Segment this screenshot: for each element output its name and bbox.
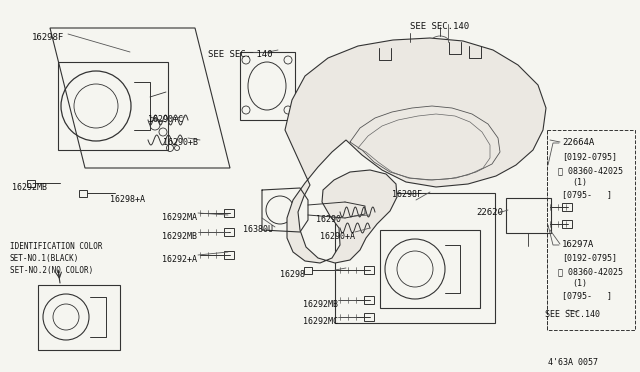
Polygon shape [285,38,546,263]
Text: [0192-0795]: [0192-0795] [562,253,617,262]
Text: 16298F: 16298F [392,190,422,199]
Bar [562,203,572,211]
Text: 16298+A: 16298+A [110,195,145,204]
Bar [335,193,495,323]
Text: 16292+A: 16292+A [162,255,197,264]
Text: 16292MC: 16292MC [303,317,338,326]
Text: 22620: 22620 [476,208,503,217]
Text: 16290: 16290 [316,215,341,224]
Text: 22664A: 22664A [562,138,595,147]
Bar [380,230,480,308]
Text: Ⓢ 08360-42025: Ⓢ 08360-42025 [558,267,623,276]
Text: SET-NO.1(BLACK): SET-NO.1(BLACK) [10,254,79,263]
Bar [224,209,234,217]
Text: 16298: 16298 [280,270,305,279]
Bar [304,266,312,273]
Text: 16297A: 16297A [562,240,595,249]
Text: 16380U: 16380U [243,225,273,234]
Text: (1): (1) [572,279,587,288]
Bar [547,130,635,330]
Text: SEE SEC.140: SEE SEC.140 [545,310,600,319]
Text: 16290+C: 16290+C [148,115,183,124]
Bar [79,189,87,196]
Text: (1): (1) [572,178,587,187]
Text: [0795-   ]: [0795- ] [562,190,612,199]
Bar [224,228,234,236]
Text: 16290+B: 16290+B [163,138,198,147]
Bar [240,52,295,120]
Text: 16290+A: 16290+A [320,232,355,241]
Text: Ⓢ 08360-42025: Ⓢ 08360-42025 [558,166,623,175]
Text: [0192-0795]: [0192-0795] [562,152,617,161]
Bar [38,285,120,350]
Bar [562,220,572,228]
Text: IDENTIFICATION COLOR: IDENTIFICATION COLOR [10,242,102,251]
Bar [364,266,374,274]
Bar [58,62,168,150]
Bar [364,313,374,321]
Text: [0795-   ]: [0795- ] [562,291,612,300]
Text: 4'63A 0057: 4'63A 0057 [548,358,598,367]
Text: SEE SEC. 140: SEE SEC. 140 [208,50,273,59]
Text: 16292MB: 16292MB [162,232,197,241]
Text: 16292MB: 16292MB [12,183,47,192]
Text: SET-NO.2(NO COLOR): SET-NO.2(NO COLOR) [10,266,93,275]
Text: 16298F: 16298F [32,33,64,42]
Bar [27,180,35,186]
Bar [506,198,551,233]
Text: 16292MA: 16292MA [162,213,197,222]
Bar [364,296,374,304]
Text: 16292MB: 16292MB [303,300,338,309]
Text: SEE SEC.140: SEE SEC.140 [410,22,469,31]
Bar [224,251,234,259]
